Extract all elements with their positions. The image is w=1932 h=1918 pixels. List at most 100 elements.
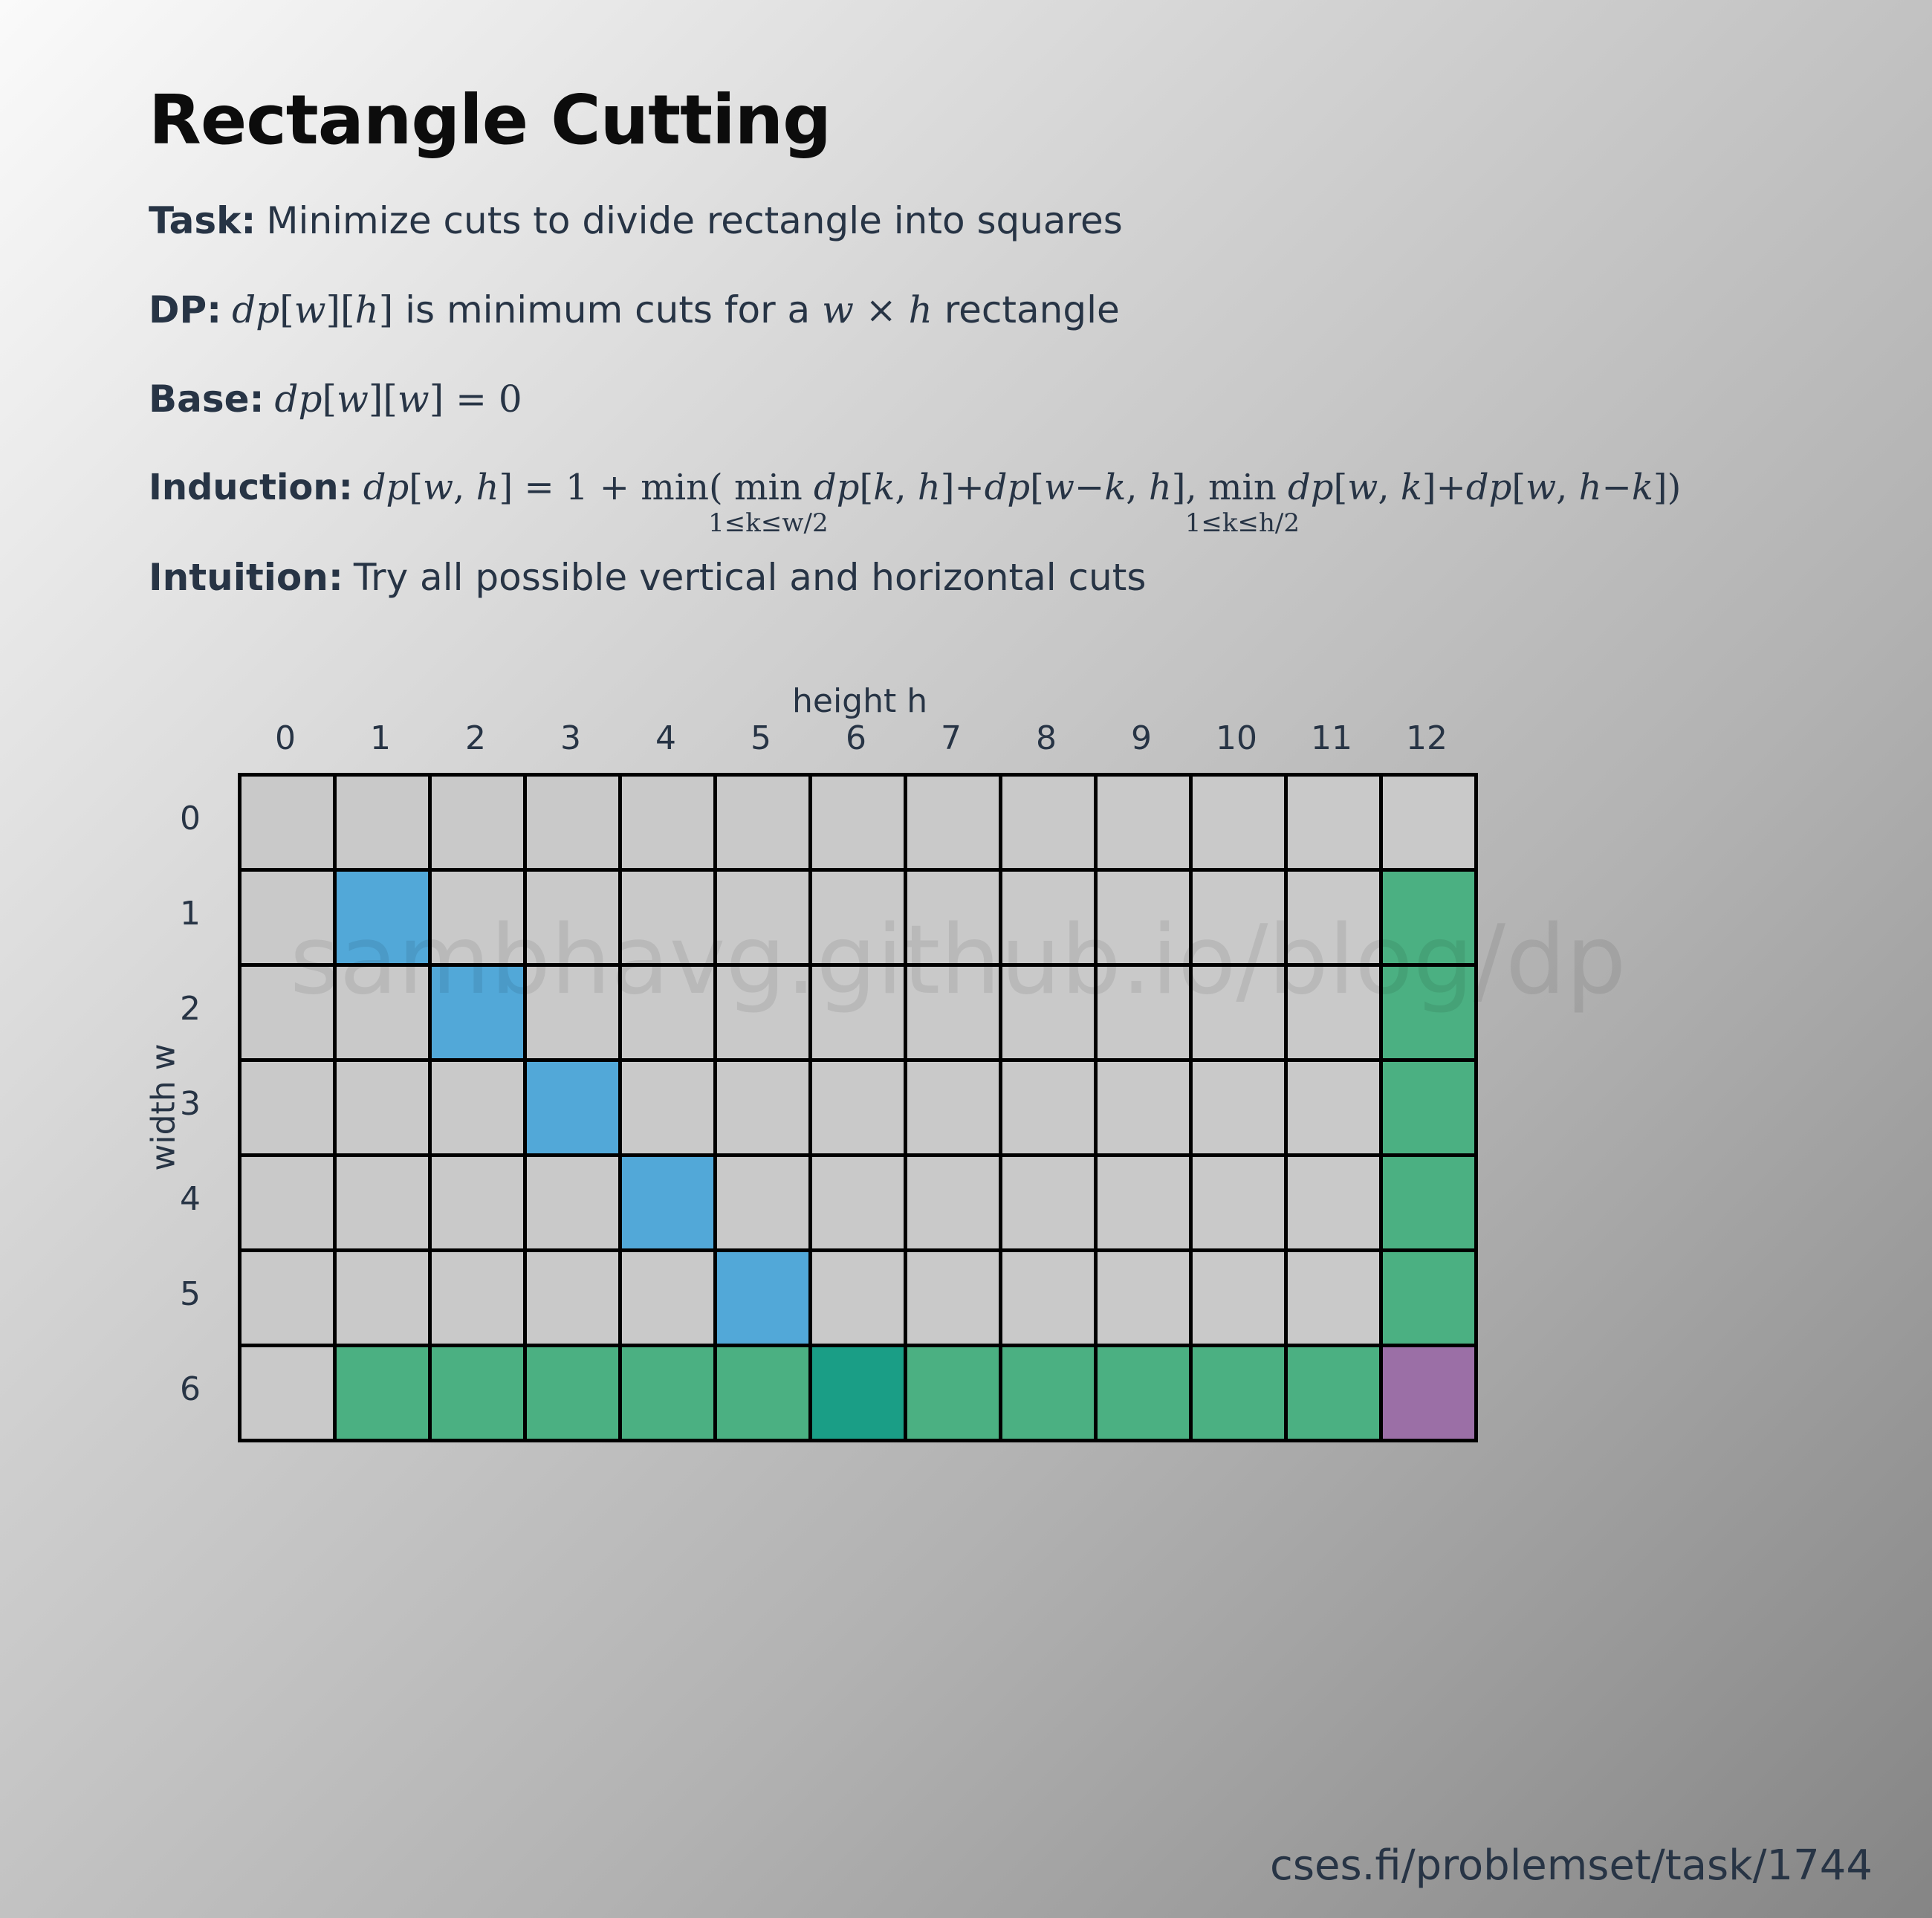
table-cell: [713, 963, 812, 1062]
column-label: 2: [465, 719, 486, 757]
table-cell: [333, 773, 432, 872]
dependency-cell: [333, 1344, 432, 1442]
dp-dimension-formula: w × h: [822, 288, 933, 331]
table-cell: [428, 773, 527, 872]
dependency-cell: [1379, 1248, 1478, 1347]
table-cell: [1094, 868, 1193, 967]
diagonal-cell: [523, 1058, 622, 1157]
table-cell: [904, 773, 1002, 872]
dependency-cell: [428, 1344, 527, 1442]
task-text: Minimize cuts to divide rectangle into s…: [266, 199, 1123, 242]
row-label: 4: [180, 1180, 201, 1218]
source-link[interactable]: cses.fi/problemset/task/1744: [1270, 1841, 1873, 1890]
column-label: 5: [751, 719, 771, 757]
column-label: 12: [1406, 719, 1448, 757]
table-cell: [428, 868, 527, 967]
table-cell: [333, 1058, 432, 1157]
table-cell: [904, 1058, 1002, 1157]
table-cell: [1189, 1248, 1288, 1347]
task-label: Task:: [149, 199, 256, 242]
table-cell: [808, 1153, 907, 1252]
table-cell: [1284, 963, 1383, 1062]
task-line: Task: Minimize cuts to divide rectangle i…: [149, 199, 1123, 242]
table-cell: [1094, 963, 1193, 1062]
induction-label: Induction:: [149, 467, 353, 508]
table-cell: [238, 963, 337, 1062]
dependency-cell: [1379, 868, 1478, 967]
table-cell: [428, 1248, 527, 1347]
table-cell: [1189, 868, 1288, 967]
column-label: 3: [560, 719, 581, 757]
table-cell: [808, 1058, 907, 1157]
base-formula: dp[w][w] = 0: [274, 378, 522, 421]
table-cell: [1379, 773, 1478, 872]
table-cell: [523, 773, 622, 872]
table-cell: [523, 963, 622, 1062]
table-cell: [238, 1344, 337, 1442]
table-cell: [428, 1058, 527, 1157]
dependency-cell: [1379, 1058, 1478, 1157]
table-cell: [999, 1248, 1098, 1347]
table-cell: [1189, 773, 1288, 872]
table-cell: [713, 1153, 812, 1252]
induction-formula: dp[w, h] = 1 + min( min 1≤k≤w/2 dp[k, h]+…: [363, 467, 1682, 538]
table-cell: [523, 1248, 622, 1347]
row-label: 1: [180, 895, 201, 933]
page-title: Rectangle Cutting: [149, 80, 832, 160]
table-cell: [1189, 963, 1288, 1062]
table-cell: [238, 773, 337, 872]
table-cell: [333, 1153, 432, 1252]
table-cell: [713, 868, 812, 967]
table-cell: [713, 773, 812, 872]
base-label: Base:: [149, 378, 265, 421]
dependency-cell: [1094, 1344, 1193, 1442]
row-label: 2: [180, 990, 201, 1028]
table-cell: [999, 868, 1098, 967]
dp-line: DP: dp[w][h] is minimum cuts for a w × h …: [149, 288, 1120, 331]
dependency-cell: [1379, 963, 1478, 1062]
dependency-cell: [904, 1344, 1002, 1442]
column-label: 0: [275, 719, 296, 757]
intuition-label: Intuition:: [149, 556, 343, 599]
table-cell: [238, 1153, 337, 1252]
row-label: 5: [180, 1275, 201, 1313]
column-label: 4: [655, 719, 676, 757]
table-cell: [1284, 773, 1383, 872]
table-cell: [999, 963, 1098, 1062]
dependency-cell: [1189, 1344, 1288, 1442]
row-label: 6: [180, 1370, 201, 1408]
table-cell: [618, 1248, 717, 1347]
table-cell: [1284, 1153, 1383, 1252]
table-cell: [1284, 1248, 1383, 1347]
dependency-cell: [999, 1344, 1098, 1442]
target-cell: [1379, 1344, 1478, 1442]
table-cell: [428, 1153, 527, 1252]
column-label: 11: [1311, 719, 1352, 757]
column-label: 6: [846, 719, 866, 757]
table-cell: [808, 773, 907, 872]
table-cell: [238, 868, 337, 967]
column-label: 10: [1216, 719, 1257, 757]
table-cell: [618, 963, 717, 1062]
table-cell: [713, 1058, 812, 1157]
column-label: 1: [370, 719, 391, 757]
table-cell: [1284, 868, 1383, 967]
dp-text-middle: is minimum cuts for a: [405, 288, 811, 331]
table-cell: [904, 868, 1002, 967]
dependency-cell: [808, 1344, 907, 1442]
dependency-cell: [1284, 1344, 1383, 1442]
induction-line: Induction: dp[w, h] = 1 + min( min 1≤k≤w/2…: [149, 467, 1682, 538]
x-axis-title: height h: [792, 682, 928, 720]
table-cell: [523, 1153, 622, 1252]
table-cell: [904, 963, 1002, 1062]
diagonal-cell: [618, 1153, 717, 1252]
table-cell: [618, 1058, 717, 1157]
table-cell: [904, 1248, 1002, 1347]
dp-state-formula: dp[w][h]: [232, 288, 394, 331]
column-label: 9: [1131, 719, 1152, 757]
min-over-width: min 1≤k≤w/2: [708, 467, 829, 538]
min-height-subscript: 1≤k≤h/2: [1184, 508, 1300, 538]
table-cell: [808, 868, 907, 967]
dp-label: DP:: [149, 288, 222, 331]
table-cell: [618, 868, 717, 967]
